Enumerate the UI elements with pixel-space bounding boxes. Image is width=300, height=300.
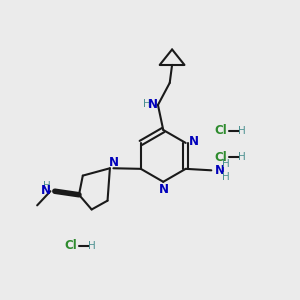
Text: N: N: [189, 135, 199, 148]
Text: H: H: [143, 99, 151, 110]
Text: H: H: [43, 181, 51, 191]
Text: H: H: [223, 159, 230, 169]
Text: N: N: [108, 157, 118, 169]
Text: H: H: [88, 241, 96, 251]
Text: N: N: [215, 164, 225, 177]
Text: H: H: [238, 126, 246, 136]
Text: N: N: [40, 184, 50, 197]
Text: H: H: [223, 172, 230, 182]
Text: Cl: Cl: [215, 151, 227, 164]
Text: N: N: [159, 183, 169, 196]
Text: H: H: [238, 152, 246, 162]
Text: N: N: [148, 98, 158, 111]
Text: Cl: Cl: [64, 239, 77, 252]
Text: Cl: Cl: [215, 124, 227, 137]
